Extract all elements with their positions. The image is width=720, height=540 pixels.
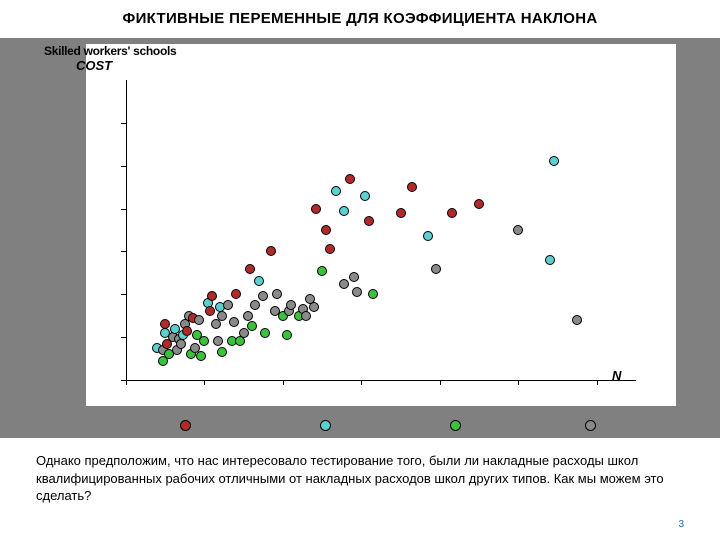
data-point [321, 225, 331, 235]
data-point [231, 289, 241, 299]
data-point [258, 291, 268, 301]
series-overlap-label: Skilled workers' schools [44, 44, 176, 58]
data-point [311, 204, 321, 214]
data-point [360, 191, 370, 201]
x-tick [518, 380, 519, 385]
data-point [407, 182, 417, 192]
data-point [549, 156, 559, 166]
data-point [254, 276, 264, 286]
data-point [217, 347, 227, 357]
data-point [196, 351, 206, 361]
data-point [352, 287, 362, 297]
data-point [545, 255, 555, 265]
data-point [250, 300, 260, 310]
data-point [235, 336, 245, 346]
data-point [331, 186, 341, 196]
data-point [474, 199, 484, 209]
y-tick [121, 294, 126, 295]
data-point [266, 246, 276, 256]
data-point [207, 291, 217, 301]
data-point [247, 321, 257, 331]
data-point [339, 279, 349, 289]
data-point [349, 272, 359, 282]
y-axis-label: COST [76, 58, 112, 73]
caption-paragraph: Однако предположим, что нас интересовало… [36, 452, 684, 505]
data-point [272, 289, 282, 299]
y-tick [121, 251, 126, 252]
data-point [423, 231, 433, 241]
data-point [260, 328, 270, 338]
data-point [213, 336, 223, 346]
scatter-plot [86, 44, 676, 406]
data-point [431, 264, 441, 274]
data-point [309, 302, 319, 312]
page-title: ФИКТИВНЫЕ ПЕРЕМЕННЫЕ ДЛЯ КОЭФФИЦИЕНТА НА… [0, 0, 720, 27]
legend-marker [180, 420, 191, 431]
data-point [205, 306, 215, 316]
y-tick [121, 209, 126, 210]
data-point [325, 244, 335, 254]
data-point [194, 315, 204, 325]
data-point [513, 225, 523, 235]
x-tick [283, 380, 284, 385]
x-tick [440, 380, 441, 385]
legend-marker [585, 420, 596, 431]
x-tick [597, 380, 598, 385]
data-point [245, 264, 255, 274]
data-point [572, 315, 582, 325]
legend-marker [450, 420, 461, 431]
data-point [345, 174, 355, 184]
data-point [199, 336, 209, 346]
data-point [282, 330, 292, 340]
x-axis-line [126, 380, 636, 381]
data-point [286, 300, 296, 310]
data-point [229, 317, 239, 327]
y-axis-line [126, 80, 127, 380]
y-tick [121, 123, 126, 124]
x-tick [361, 380, 362, 385]
y-tick [121, 337, 126, 338]
data-point [217, 311, 227, 321]
data-point [396, 208, 406, 218]
data-point [223, 300, 233, 310]
data-point [317, 266, 327, 276]
data-point [368, 289, 378, 299]
data-point [243, 311, 253, 321]
data-point [211, 319, 221, 329]
legend-marker [320, 420, 331, 431]
data-point [447, 208, 457, 218]
data-point [160, 319, 170, 329]
data-point [364, 216, 374, 226]
data-point [301, 311, 311, 321]
x-tick [204, 380, 205, 385]
data-point [182, 326, 192, 336]
data-point [176, 339, 186, 349]
y-tick [121, 166, 126, 167]
data-point [239, 328, 249, 338]
x-tick [126, 380, 127, 385]
data-point [339, 206, 349, 216]
page-number: 3 [678, 519, 684, 530]
x-axis-label: N [612, 368, 621, 383]
